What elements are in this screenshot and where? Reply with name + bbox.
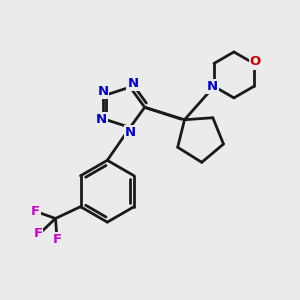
Text: O: O xyxy=(250,56,261,68)
Text: F: F xyxy=(33,227,42,240)
Text: N: N xyxy=(207,80,218,93)
Text: F: F xyxy=(31,206,40,218)
Text: F: F xyxy=(52,233,62,247)
Text: N: N xyxy=(97,85,108,98)
Text: N: N xyxy=(128,77,139,90)
Text: N: N xyxy=(95,113,106,126)
Text: N: N xyxy=(125,126,136,139)
